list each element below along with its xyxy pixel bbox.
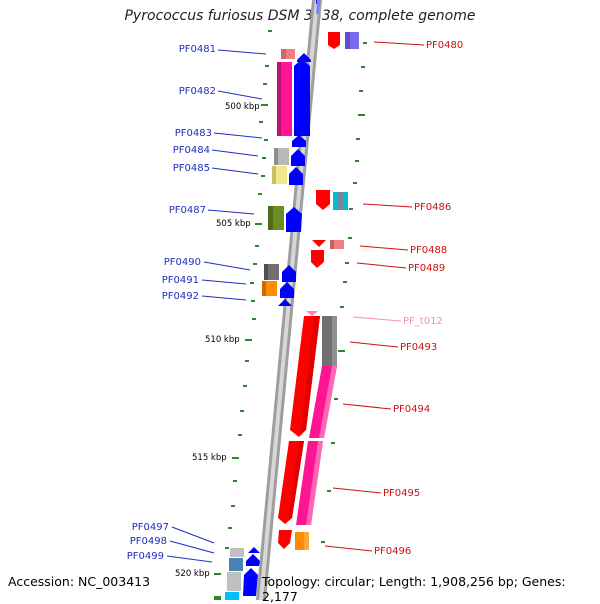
label-pf0493[interactable]: PF0493 <box>400 342 437 353</box>
gene-pf0498-arrow <box>246 554 260 566</box>
gene-pf0488-red <box>312 240 326 247</box>
gene-pf0494-magenta-shade <box>319 366 337 438</box>
gene-pf0483-arrow <box>292 135 306 147</box>
label-pf0488[interactable]: PF0488 <box>410 245 447 256</box>
gene-pf0480-purple-shade <box>345 32 350 49</box>
gene-pf-t012-trna <box>306 311 318 316</box>
gene-pf0480-red <box>328 32 340 49</box>
gene-pf0498-steelblue <box>229 558 243 571</box>
gene-pf0490-grey-shade <box>264 264 268 280</box>
gene-pf0499-arrow <box>243 568 258 596</box>
gene-top-blue-block <box>316 0 320 14</box>
gene-pf0487-olive-shade <box>268 206 273 230</box>
gene-pf0486-teal-grey <box>338 192 343 210</box>
label-pf0496[interactable]: PF0496 <box>374 546 411 557</box>
genome-backbone-highlight <box>259 0 319 600</box>
gene-pf0484-blue <box>291 149 305 166</box>
label-pf0485[interactable]: PF0485 <box>173 163 210 174</box>
scale-label-500kbp: 500 kbp <box>225 102 260 112</box>
trna-leader-line <box>352 316 402 322</box>
label-pf0495[interactable]: PF0495 <box>383 488 420 499</box>
genome-title: Pyrococcus furiosus DSM 3638, complete g… <box>124 8 476 24</box>
label-pf0486[interactable]: PF0486 <box>414 202 451 213</box>
scale-labels: 500 kbp 505 kbp 510 kbp 515 kbp 520 kbp <box>175 102 260 579</box>
label-pf0487[interactable]: PF0487 <box>169 205 206 216</box>
gene-pf0488-salmon-shade <box>330 240 334 249</box>
scale-ticks-left <box>214 30 272 575</box>
label-pf0490[interactable]: PF0490 <box>164 257 201 268</box>
gene-pf0482-blue <box>294 59 310 136</box>
gene-pf0492-arrow <box>278 299 292 306</box>
gene-pf0494-red-shade <box>301 316 320 434</box>
gene-pf0495-red-shade <box>288 441 304 521</box>
label-pf0481[interactable]: PF0481 <box>179 44 216 55</box>
gene-pf0499-cyan <box>225 592 239 600</box>
scale-label-510kbp: 510 kbp <box>205 335 240 345</box>
gene-pf0485-yellow-shade <box>272 166 276 184</box>
right-leader-lines <box>324 41 425 552</box>
gene-pf0488-salmon <box>330 240 344 249</box>
gene-pf0497-arrow <box>248 547 260 553</box>
gene-pf0481-block-shade <box>281 49 286 59</box>
gene-bottom-cap <box>214 596 221 600</box>
gene-pf0499-grey <box>227 572 241 591</box>
scale-label-505kbp: 505 kbp <box>216 219 251 229</box>
scale-label-520kbp: 520 kbp <box>175 569 210 579</box>
gene-pf0486-red <box>316 190 330 210</box>
gene-pf0496-orange-shade <box>304 532 309 550</box>
gene-pf0481-block <box>281 49 295 59</box>
label-pf-t012[interactable]: PF_t012 <box>403 316 443 327</box>
gene-pf0485-blue <box>289 167 303 185</box>
gene-pf0487-blue <box>286 207 302 232</box>
label-pf0492[interactable]: PF0492 <box>162 291 199 302</box>
label-pf0482[interactable]: PF0482 <box>179 86 216 97</box>
accession-text: Accession: NC_003413 <box>8 574 151 589</box>
gene-pf0491-blue <box>280 282 294 298</box>
label-pf0497[interactable]: PF0497 <box>132 522 169 533</box>
left-leader-lines <box>166 49 267 563</box>
gene-pf0496-red <box>278 530 292 549</box>
label-pf0483[interactable]: PF0483 <box>175 128 212 139</box>
gene-pf0491-orange-shade <box>262 281 266 296</box>
scale-ticks-right <box>321 42 367 543</box>
label-pf0491[interactable]: PF0491 <box>162 275 199 286</box>
gene-pf0497-grey <box>230 548 244 557</box>
gene-pf0481-arrow <box>297 53 311 62</box>
gene-pf0495-magenta-shade <box>306 441 323 525</box>
label-pf0489[interactable]: PF0489 <box>408 263 445 274</box>
label-pf0499[interactable]: PF0499 <box>127 551 164 562</box>
gene-pf0482-magenta-shade <box>277 62 281 136</box>
gene-pf0490-blue <box>282 265 296 282</box>
label-pf0494[interactable]: PF0494 <box>393 404 430 415</box>
scale-label-515kbp: 515 kbp <box>192 453 227 463</box>
gene-pf0484-grey-shade <box>274 148 278 165</box>
label-pf0498[interactable]: PF0498 <box>130 536 167 547</box>
label-pf0480[interactable]: PF0480 <box>426 40 463 51</box>
gene-pf0489-red <box>311 250 324 268</box>
label-pf0484[interactable]: PF0484 <box>173 145 210 156</box>
gene-pf0493-grey-shade <box>332 316 337 366</box>
